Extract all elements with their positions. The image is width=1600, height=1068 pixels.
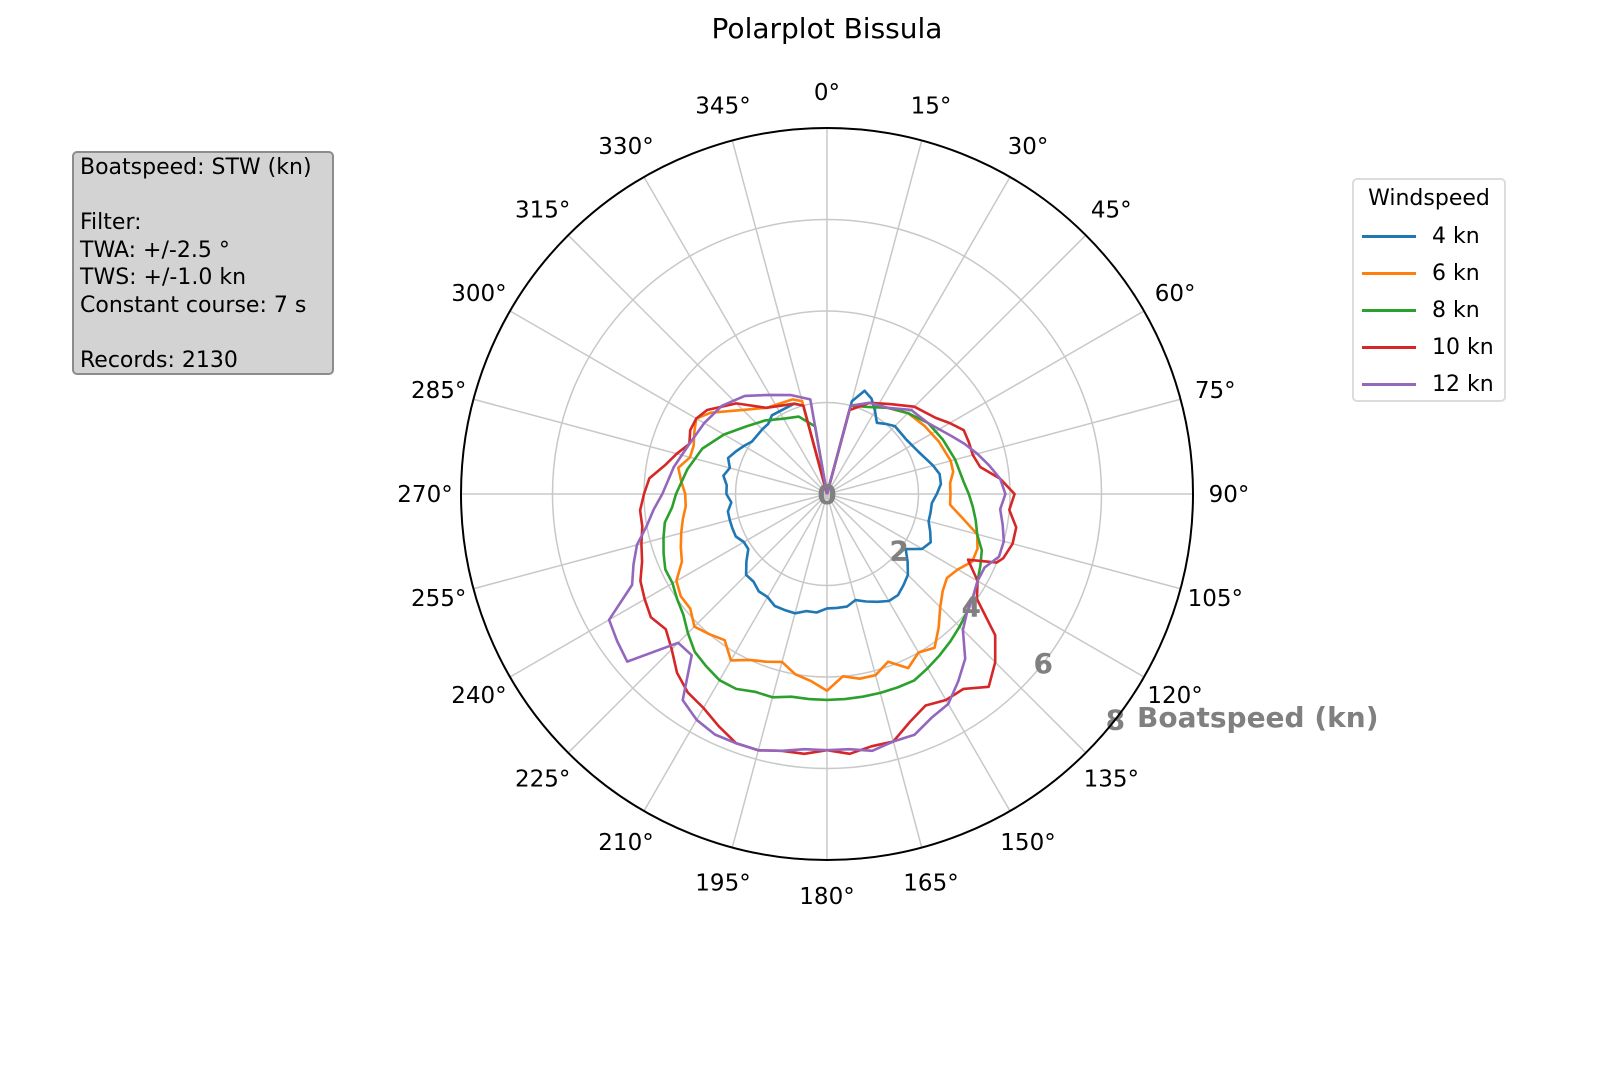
legend-swatch <box>1362 308 1416 312</box>
radial-tick-label: 2 <box>889 534 908 567</box>
legend-swatch <box>1362 234 1416 238</box>
info-line: Boatspeed: STW (kn) <box>80 155 312 180</box>
legend-title: Windspeed <box>1368 186 1490 211</box>
radial-gridline <box>551 218 1103 770</box>
legend-swatch <box>1362 345 1416 349</box>
angle-tick-label: 45° <box>1091 198 1132 224</box>
angle-tick-label: 240° <box>451 683 506 709</box>
legend-label: 6 kn <box>1432 260 1480 286</box>
radial-axis-label: Boatspeed (kn) <box>1137 701 1379 734</box>
angle-tick-label: 135° <box>1084 766 1139 792</box>
legend-item: 10 kn <box>1362 329 1494 365</box>
series-line-4-kn <box>722 389 943 615</box>
legend-label: 12 kn <box>1432 371 1494 397</box>
angle-tick-label: 105° <box>1188 586 1243 612</box>
info-line: TWS: +/-1.0 kn <box>80 265 247 290</box>
info-line <box>80 319 326 347</box>
radial-tick-label: 4 <box>961 591 980 624</box>
legend-item: 8 kn <box>1362 292 1480 328</box>
angle-tick-label: 300° <box>451 281 506 307</box>
series-line-8-kn <box>662 404 984 702</box>
radial-gridline <box>734 401 920 587</box>
angle-tick-label: 150° <box>1000 830 1055 856</box>
angle-tick-label: 60° <box>1155 281 1196 307</box>
legend-item: 12 kn <box>1362 366 1494 402</box>
info-line: Records: 2130 <box>80 347 238 373</box>
radial-tick-label: 0 <box>817 478 836 511</box>
legend-item: 6 kn <box>1362 255 1480 291</box>
angle-tick-label: 225° <box>515 766 570 792</box>
legend-swatch <box>1362 271 1416 275</box>
legend-item: 4 kn <box>1362 218 1480 254</box>
legend-label: 4 kn <box>1432 223 1480 249</box>
legend-label: 8 kn <box>1432 297 1480 323</box>
angle-tick-label: 165° <box>903 870 958 896</box>
series-layer <box>607 389 1018 756</box>
info-line: TWA: +/-2.5 ° <box>80 237 230 263</box>
polar-frame <box>460 127 1194 861</box>
angle-tick-label: 315° <box>515 198 570 224</box>
legend: Windspeed 4 kn 6 kn 8 kn 10 kn 12 kn <box>1352 178 1506 402</box>
angle-tick-label: 210° <box>598 830 653 856</box>
legend-label: 10 kn <box>1432 334 1494 360</box>
series-line-12-kn <box>607 393 1007 753</box>
angle-tick-label: 195° <box>695 870 750 896</box>
series-line-6-kn <box>675 398 979 692</box>
chart-title: Polarplot Bissula <box>712 12 943 45</box>
angle-tick-label: 0° <box>814 80 840 106</box>
angle-tick-label: 75° <box>1195 378 1236 404</box>
info-box: Boatspeed: STW (kn) Filter: TWA: +/-2.5 ° T… <box>72 151 334 375</box>
angle-tick-label: 120° <box>1147 683 1202 709</box>
angle-tick-label: 270° <box>397 482 452 508</box>
angle-tick-label: 255° <box>411 586 466 612</box>
angle-tick-label: 285° <box>411 378 466 404</box>
legend-swatch <box>1362 382 1416 386</box>
angle-tick-label: 330° <box>598 134 653 160</box>
angle-tick-label: 345° <box>695 94 750 120</box>
angle-tick-label: 180° <box>799 884 854 910</box>
tick-labels: 0° 15° 30° 45° 60° 75° 90° 105° 120° 135° 150° 165°… <box>397 80 1249 910</box>
series-line-10-kn <box>638 401 1018 756</box>
angle-tick-label: 30° <box>1008 134 1049 160</box>
angle-tick-label: 15° <box>911 94 952 120</box>
info-line: Filter: <box>80 210 142 235</box>
angle-tick-label: 90° <box>1209 482 1250 508</box>
info-line: Constant course: 7 s <box>80 292 307 318</box>
radial-tick-label: 6 <box>1034 647 1053 680</box>
info-line <box>80 182 326 210</box>
